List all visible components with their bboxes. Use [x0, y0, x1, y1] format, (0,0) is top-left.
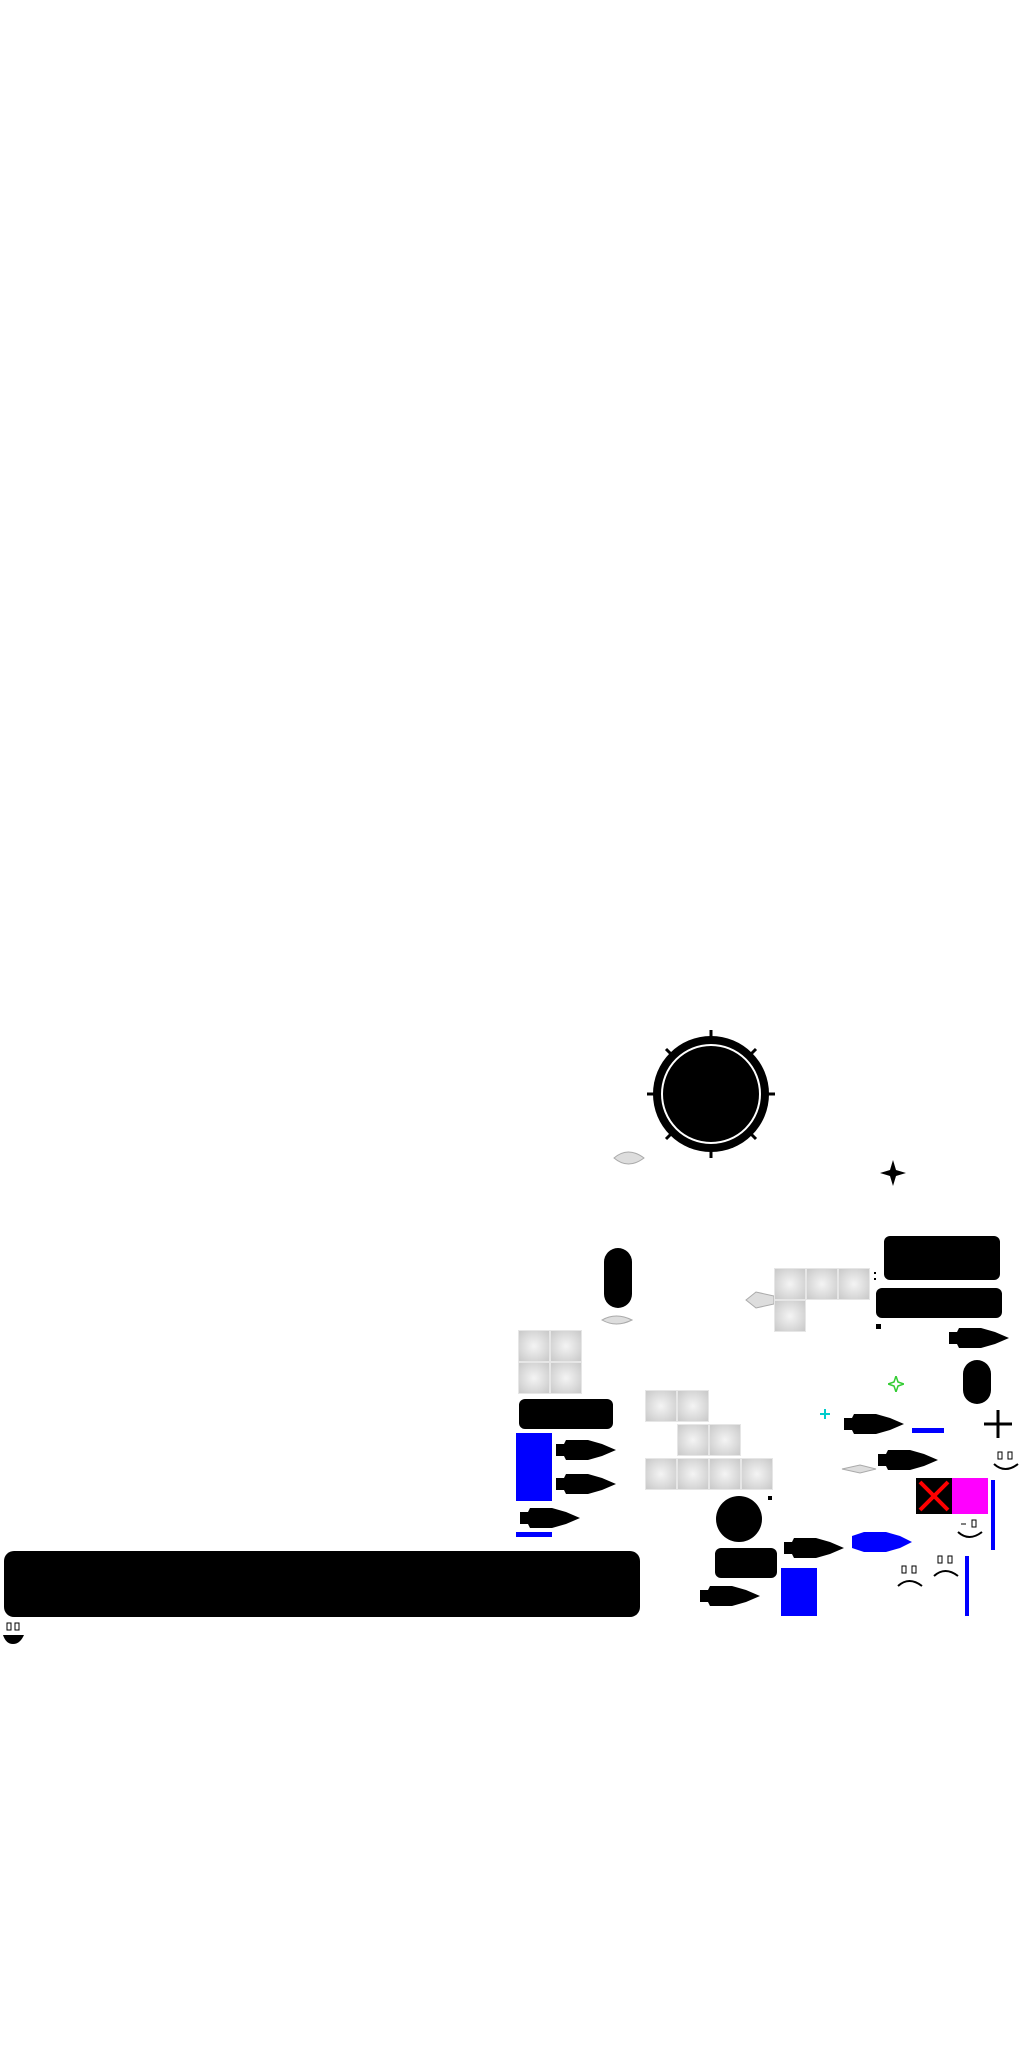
tile [645, 1390, 677, 1422]
tile [838, 1268, 870, 1300]
face-sad-2 [932, 1554, 960, 1580]
marker-dot-a [876, 1324, 881, 1329]
sparkle-icon [820, 1409, 830, 1419]
tile [774, 1300, 806, 1332]
tile [645, 1458, 677, 1490]
tile [518, 1362, 550, 1394]
happy-face-icon [993, 1451, 1019, 1470]
sparkle-cyan [820, 1404, 830, 1419]
tile [677, 1390, 709, 1422]
face-happy-1 [992, 1450, 1020, 1476]
panel-center-bottom [715, 1548, 777, 1578]
panel-left [519, 1399, 613, 1429]
blue-line-a [991, 1480, 995, 1550]
ship-7 [782, 1534, 846, 1562]
ship-icon [878, 1450, 938, 1470]
ship-icon [784, 1538, 844, 1558]
sad-face-icon [897, 1565, 923, 1587]
crosshair[interactable] [984, 1410, 1012, 1438]
tile [518, 1330, 550, 1362]
drone-left-top [612, 1148, 646, 1168]
planet [647, 1030, 775, 1158]
sparkle-green [885, 1373, 907, 1395]
ship-icon [700, 1586, 760, 1606]
blue-block-left [516, 1433, 552, 1501]
panel-top-right [884, 1236, 1000, 1280]
ship-icon [556, 1474, 616, 1494]
ship-5 [554, 1470, 618, 1498]
happy-face-icon [3, 1622, 24, 1644]
tile [774, 1268, 806, 1300]
tile [806, 1268, 838, 1300]
magenta-block [952, 1478, 988, 1514]
drone-icon [600, 1315, 634, 1325]
blue-block-center [781, 1568, 817, 1616]
happy-face-icon [957, 1519, 983, 1538]
ship-icon [949, 1328, 1009, 1348]
blocked-cell [916, 1478, 952, 1514]
blue-line-b [965, 1556, 969, 1616]
ship-4 [554, 1436, 618, 1464]
drone-left-mid [600, 1312, 634, 1328]
orb [716, 1496, 762, 1542]
drone-icon [613, 1151, 645, 1165]
blue-bar-mid [912, 1428, 944, 1433]
marker-dot-d [768, 1496, 772, 1500]
player-face [2, 1622, 30, 1648]
tile [709, 1458, 741, 1490]
ship-icon [844, 1414, 904, 1434]
drone-icon [841, 1464, 877, 1474]
crosshair-icon [984, 1410, 1012, 1438]
ship-blue [850, 1528, 914, 1556]
red-x-icon [918, 1480, 950, 1512]
tile [677, 1458, 709, 1490]
ship-1 [947, 1324, 1011, 1352]
drone-icon [745, 1291, 775, 1309]
star [880, 1160, 906, 1186]
ship-2 [842, 1410, 906, 1438]
tile [709, 1424, 741, 1456]
ship-6 [518, 1504, 582, 1532]
capsule-right [963, 1360, 991, 1404]
ship-icon [556, 1440, 616, 1460]
tile [741, 1458, 773, 1490]
tile [550, 1330, 582, 1362]
planet-icon [647, 1030, 775, 1158]
blue-bar-left [516, 1532, 552, 1537]
face-sad-1 [896, 1564, 924, 1590]
drone-center [744, 1286, 778, 1314]
marker-dot-b [874, 1272, 876, 1274]
marker-dot-c [874, 1278, 876, 1280]
star-icon [880, 1160, 906, 1186]
capsule-left [604, 1248, 632, 1308]
panel-mid-right [876, 1288, 1002, 1318]
ground-bar [4, 1551, 640, 1617]
face-happy-2 [956, 1518, 984, 1544]
tile [677, 1424, 709, 1456]
sparkle-icon [885, 1373, 907, 1395]
ship-8 [698, 1582, 762, 1610]
drone-right [840, 1460, 878, 1474]
sad-face-icon [933, 1555, 959, 1577]
ship-icon [520, 1508, 580, 1528]
ship-3 [876, 1446, 940, 1474]
tile [550, 1362, 582, 1394]
ship-icon [852, 1532, 912, 1552]
